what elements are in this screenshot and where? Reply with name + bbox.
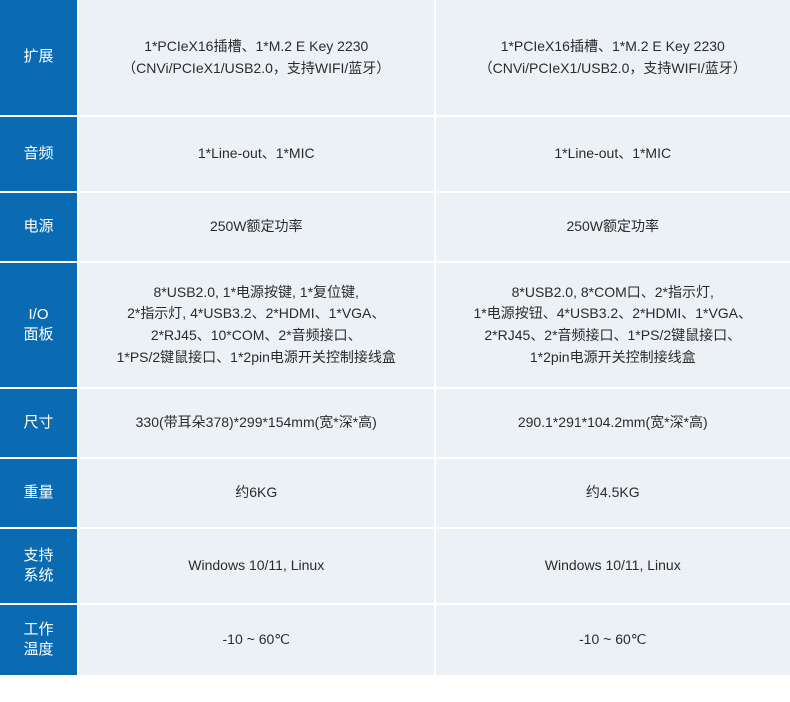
cell-col1: 8*USB2.0, 1*电源按键, 1*复位键,2*指示灯, 4*USB3.2、… [77,263,434,387]
cell-col1: 330(带耳朵378)*299*154mm(宽*深*高) [77,389,434,457]
table-row: I/O面板 8*USB2.0, 1*电源按键, 1*复位键,2*指示灯, 4*U… [0,263,790,389]
cell-col2: 约4.5KG [434,459,790,527]
cell-col1: 250W额定功率 [77,193,434,261]
cell-col1: 1*Line-out、1*MIC [77,117,434,191]
row-header-power: 电源 [0,193,77,261]
table-row: 尺寸 330(带耳朵378)*299*154mm(宽*深*高) 290.1*29… [0,389,790,459]
spec-table: 扩展 1*PCIeX16插槽、1*M.2 E Key 2230（CNVi/PCI… [0,0,790,675]
cell-col2: 1*Line-out、1*MIC [434,117,790,191]
cell-col2: 290.1*291*104.2mm(宽*深*高) [434,389,790,457]
table-row: 支持系统 Windows 10/11, Linux Windows 10/11,… [0,529,790,605]
row-header-io-panel: I/O面板 [0,263,77,387]
row-header-os-support: 支持系统 [0,529,77,603]
row-header-operating-temp: 工作温度 [0,605,77,675]
cell-col2: 250W额定功率 [434,193,790,261]
cell-col1: 1*PCIeX16插槽、1*M.2 E Key 2230（CNVi/PCIeX1… [77,0,434,115]
row-header-dimensions: 尺寸 [0,389,77,457]
row-header-expansion: 扩展 [0,0,77,115]
cell-col2: -10 ~ 60℃ [434,605,790,675]
table-row: 工作温度 -10 ~ 60℃ -10 ~ 60℃ [0,605,790,675]
cell-col1: Windows 10/11, Linux [77,529,434,603]
cell-col2: 1*PCIeX16插槽、1*M.2 E Key 2230（CNVi/PCIeX1… [434,0,790,115]
table-row: 重量 约6KG 约4.5KG [0,459,790,529]
cell-col1: -10 ~ 60℃ [77,605,434,675]
cell-col2: 8*USB2.0, 8*COM口、2*指示灯,1*电源按钮、4*USB3.2、2… [434,263,790,387]
cell-col1: 约6KG [77,459,434,527]
row-header-weight: 重量 [0,459,77,527]
cell-col2: Windows 10/11, Linux [434,529,790,603]
table-row: 音频 1*Line-out、1*MIC 1*Line-out、1*MIC [0,117,790,193]
table-row: 电源 250W额定功率 250W额定功率 [0,193,790,263]
row-header-audio: 音频 [0,117,77,191]
table-row: 扩展 1*PCIeX16插槽、1*M.2 E Key 2230（CNVi/PCI… [0,0,790,117]
